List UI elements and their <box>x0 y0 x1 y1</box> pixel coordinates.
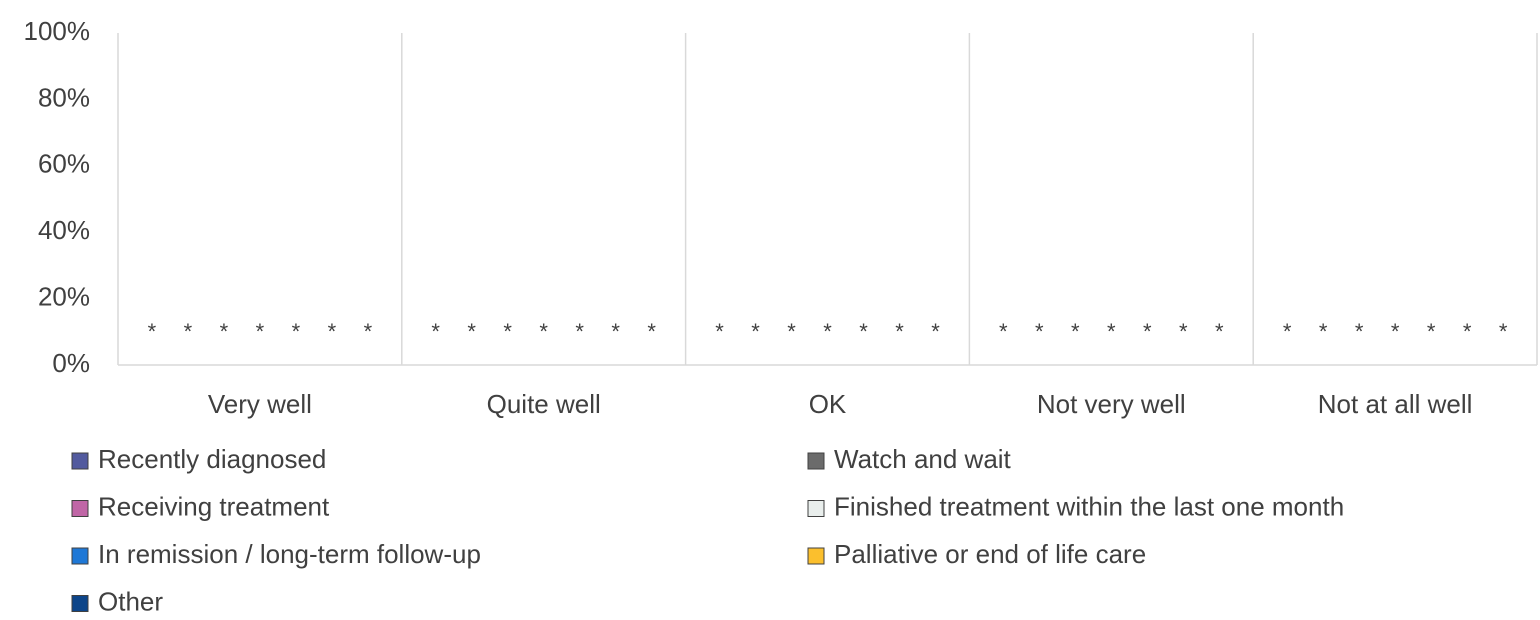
data-label: * <box>1319 319 1328 344</box>
y-tick-label: 80% <box>38 82 90 112</box>
data-label: * <box>999 319 1008 344</box>
data-label: * <box>1283 319 1292 344</box>
y-tick-label: 100% <box>24 16 91 46</box>
data-label: * <box>184 319 193 344</box>
legend-swatch <box>807 500 825 517</box>
x-tick-label: OK <box>809 389 847 419</box>
data-label: * <box>751 319 760 344</box>
data-label: * <box>1179 319 1188 344</box>
data-label: * <box>715 319 724 344</box>
legend-swatch <box>71 547 89 565</box>
data-label: * <box>1427 319 1436 344</box>
data-label: * <box>1143 319 1152 344</box>
legend-swatch <box>71 500 89 517</box>
data-label: * <box>895 319 904 344</box>
legend-swatch <box>807 452 825 470</box>
y-tick-label: 0% <box>52 348 90 378</box>
data-label: * <box>256 319 265 344</box>
data-label: * <box>647 319 656 344</box>
x-tick-label: Not at all well <box>1318 389 1473 419</box>
legend-swatch <box>807 547 825 565</box>
legend-label: Watch and wait <box>834 444 1012 474</box>
data-label: * <box>611 319 620 344</box>
data-label: * <box>1071 319 1080 344</box>
x-tick-label: Very well <box>208 389 312 419</box>
legend-swatch <box>71 452 89 470</box>
data-label: * <box>1107 319 1116 344</box>
legend-label: Receiving treatment <box>98 491 330 521</box>
data-label: * <box>431 319 440 344</box>
data-label: * <box>859 319 868 344</box>
data-label: * <box>364 319 373 344</box>
data-label: * <box>1391 319 1400 344</box>
legend-label: Other <box>98 586 163 616</box>
data-label: * <box>539 319 548 344</box>
data-label: * <box>1463 319 1472 344</box>
data-label: * <box>575 319 584 344</box>
data-label: * <box>1499 319 1508 344</box>
data-label: * <box>1215 319 1224 344</box>
x-tick-label: Not very well <box>1037 389 1186 419</box>
legend-swatch <box>71 595 89 612</box>
data-label: * <box>503 319 512 344</box>
legend-label: Recently diagnosed <box>98 444 326 474</box>
data-label: * <box>931 319 940 344</box>
data-label: * <box>220 319 229 344</box>
data-label: * <box>823 319 832 344</box>
data-label: * <box>292 319 301 344</box>
data-label: * <box>1035 319 1044 344</box>
legend-label: Palliative or end of life care <box>834 539 1146 569</box>
data-label: * <box>467 319 476 344</box>
y-tick-label: 40% <box>38 215 90 245</box>
x-tick-label: Quite well <box>487 389 601 419</box>
legend-label: Finished treatment within the last one m… <box>834 491 1344 521</box>
legend-label: In remission / long-term follow-up <box>98 539 481 569</box>
y-tick-label: 20% <box>38 281 90 311</box>
y-tick-label: 60% <box>38 149 90 179</box>
data-label: * <box>787 319 796 344</box>
data-label: * <box>328 319 337 344</box>
data-label: * <box>148 319 157 344</box>
data-label: * <box>1355 319 1364 344</box>
